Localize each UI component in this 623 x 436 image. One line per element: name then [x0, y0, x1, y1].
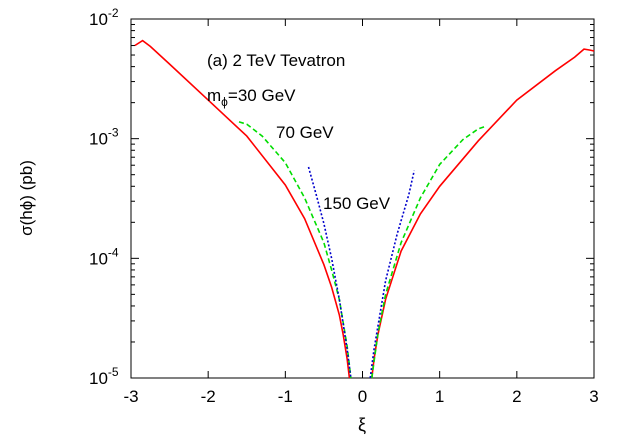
series-lines — [134, 39, 595, 379]
series-label-30gev: mϕ=30 GeV — [207, 86, 296, 109]
x-tick-label: 3 — [589, 387, 598, 406]
series-150gev-curve-left — [307, 166, 352, 379]
series-150gev-curve-right — [369, 170, 415, 379]
y-tick-label: 10-5 — [89, 365, 119, 388]
chart-annotation: (a) 2 TeV Tevatron — [207, 51, 345, 70]
series-30gev-curve-right — [371, 48, 595, 379]
x-axis-label: ξ — [358, 415, 366, 435]
series-70gev-curve-right — [371, 125, 487, 379]
x-tick-label: 2 — [512, 387, 521, 406]
x-tick-label: -2 — [201, 387, 216, 406]
y-tick-label: 10-2 — [89, 6, 119, 29]
y-axis-label: σ(hϕ) (pb) — [17, 160, 36, 236]
series-label-150gev: 150 GeV — [323, 194, 391, 213]
series-30gev-curve-left — [134, 39, 351, 379]
series-70gev-curve-left — [238, 121, 352, 379]
x-tick-label: -1 — [278, 387, 293, 406]
x-tick-label: -3 — [123, 387, 138, 406]
series-label-30gev-sub: ϕ — [221, 95, 228, 109]
series-label-30gev-main: m — [207, 86, 221, 105]
x-tick-label: 0 — [358, 387, 367, 406]
series-label-30gev-rest: =30 GeV — [228, 86, 296, 105]
x-tick-label: 1 — [435, 387, 444, 406]
y-tick-label: 10-3 — [89, 126, 119, 149]
series-label-70gev: 70 GeV — [276, 123, 334, 142]
y-tick-label: 10-4 — [89, 245, 119, 268]
axis-ticks: -3 -2 -1 0 1 2 3 10-5 10-4 10-3 10-2 — [89, 6, 599, 406]
